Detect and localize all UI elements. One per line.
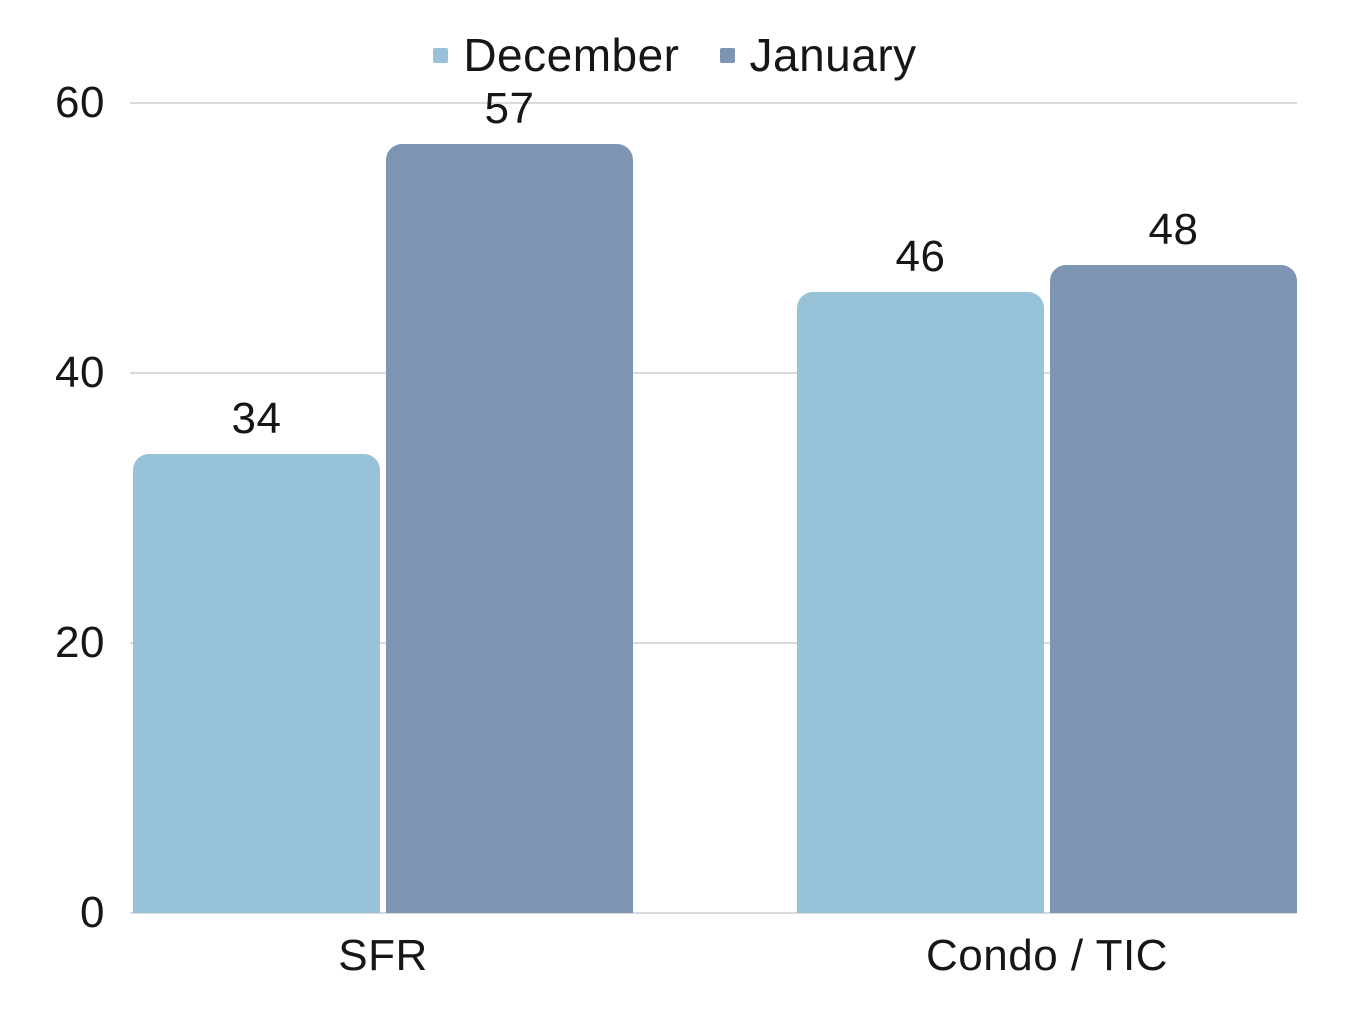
bar-condotic-january [1050, 265, 1297, 913]
legend-swatch-icon [433, 47, 449, 63]
gridline [130, 102, 1297, 104]
y-tick-label: 40 [55, 348, 105, 397]
legend-swatch-icon [719, 47, 735, 63]
x-category-label: Condo / TIC [926, 931, 1168, 980]
bar-condotic-december [797, 292, 1044, 913]
gridline [130, 642, 1297, 644]
bar-value-label: 48 [1148, 205, 1199, 254]
y-tick-label: 60 [55, 78, 105, 127]
legend-label: January [749, 29, 917, 81]
legend-label: December [463, 29, 680, 81]
bar-sfr-december [133, 454, 380, 913]
bar-value-label: 46 [895, 232, 946, 281]
bar-sfr-january [386, 143, 633, 913]
legend-item-december: December [433, 28, 679, 82]
x-axis-line [130, 912, 1297, 914]
bar-value-label: 57 [484, 83, 535, 133]
x-category-label: SFR [338, 931, 428, 980]
bar-value-label: 34 [231, 394, 282, 443]
y-tick-label: 0 [80, 888, 105, 937]
y-tick-label: 20 [55, 618, 105, 667]
legend-item-january: January [719, 28, 917, 82]
chart-legend: December January [0, 28, 1350, 82]
gridline [130, 372, 1297, 374]
